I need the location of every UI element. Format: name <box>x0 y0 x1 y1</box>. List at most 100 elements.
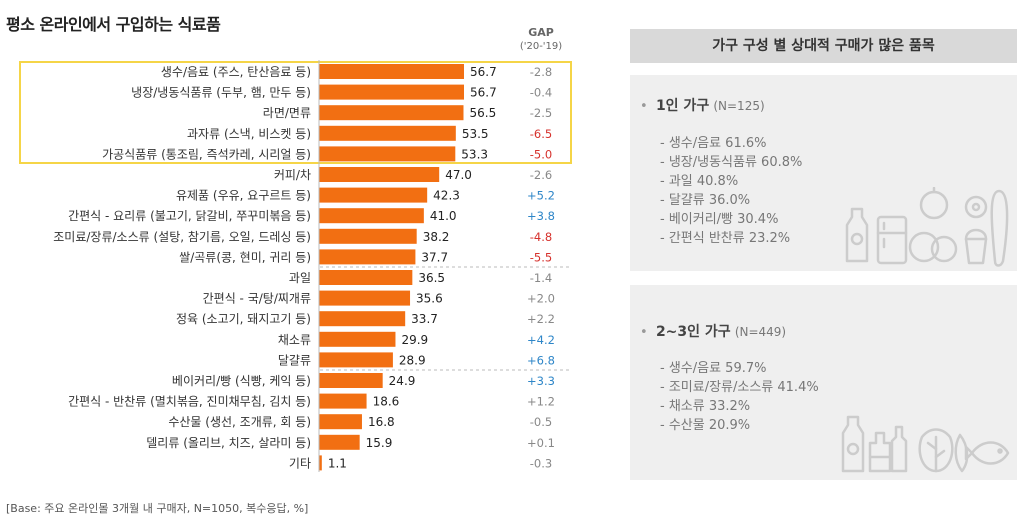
gap-label: -4.8 <box>530 230 552 244</box>
value-label: 47.0 <box>445 168 472 182</box>
footnote: [Base: 주요 온라인몰 3개월 내 구매자, N=1050, 복수응답, … <box>6 502 309 515</box>
value-label: 56.7 <box>470 65 497 79</box>
group-item: - 채소류 33.2% <box>660 399 751 414</box>
category-label: 유제품 (우유, 요구르트 등) <box>176 189 311 203</box>
gap-label: -0.5 <box>530 415 552 429</box>
value-label: 1.1 <box>328 456 347 470</box>
bar-chart: 생수/음료 (주스, 탄산음료 등) 56.7 -2.8 냉장/냉동식품류 (두부, … <box>19 60 572 472</box>
value-label: 33.7 <box>411 312 438 326</box>
bar <box>319 434 360 450</box>
group-item: - 생수/음료 61.6% <box>660 136 767 151</box>
single-household-panel: • 1인 가구 (N=125) - 생수/음료 61.6% - 냉장/냉동식품류… <box>630 75 1017 271</box>
bar <box>319 84 464 100</box>
gap-label: +4.2 <box>527 333 555 347</box>
gap-label: GAP <box>528 26 554 39</box>
group-item: - 냉장/냉동식품류 60.8% <box>660 155 803 170</box>
category-label: 과자류 (스낵, 비스켓 등) <box>187 127 311 141</box>
bar <box>319 414 362 430</box>
value-label: 36.5 <box>418 271 445 285</box>
gap-label: -2.6 <box>530 168 552 182</box>
group-item: - 간편식 반찬류 23.2% <box>660 231 791 246</box>
bar <box>319 331 396 347</box>
value-label: 53.3 <box>461 147 488 161</box>
category-label: 과일 <box>289 271 311 285</box>
gap-header: GAP ('20-'19) <box>516 26 566 52</box>
category-label: 쌀/곡류(콩, 현미, 귀리 등) <box>179 250 311 264</box>
value-label: 18.6 <box>373 395 400 409</box>
category-label: 냉장/냉동식품류 (두부, 햄, 만두 등) <box>131 86 311 100</box>
value-label: 29.9 <box>401 333 428 347</box>
gap-label: -6.5 <box>530 127 552 141</box>
category-label: 간편식 - 국/탕/찌개류 <box>203 292 311 306</box>
gap-label: -0.3 <box>530 456 552 470</box>
group-name: 1인 가구 <box>655 98 710 114</box>
gap-label: +1.2 <box>527 395 555 409</box>
category-label: 커피/차 <box>274 168 311 182</box>
bar <box>319 249 416 265</box>
gap-label: +6.8 <box>527 353 555 367</box>
bar <box>319 64 464 79</box>
bar <box>319 208 424 224</box>
gap-label: +2.0 <box>527 292 555 306</box>
gap-label: -1.4 <box>530 271 552 285</box>
category-label: 간편식 - 요리류 (불고기, 닭갈비, 쭈꾸미볶음 등) <box>68 209 311 223</box>
category-label: 조미료/장류/소스류 (설탕, 참기름, 오일, 드레싱 등) <box>53 230 311 244</box>
value-label: 56.5 <box>469 106 496 120</box>
value-label: 16.8 <box>368 415 395 429</box>
bar <box>319 167 440 182</box>
bar <box>319 105 464 121</box>
groceries-illustration-icon <box>841 415 1010 473</box>
category-label: 수산물 (생선, 조개류, 회 등) <box>168 415 311 429</box>
value-label: 24.9 <box>389 374 416 388</box>
group-item-list: - 생수/음료 59.7% - 조미료/장류/소스류 41.4% - 채소류 3… <box>660 359 819 435</box>
value-label: 37.7 <box>421 250 448 264</box>
bar <box>319 125 456 141</box>
gap-label: +5.2 <box>527 189 555 203</box>
gap-label: +0.1 <box>527 436 555 450</box>
group-item: - 베이커리/빵 30.4% <box>660 212 779 227</box>
chart-title: 평소 온라인에서 구입하는 식료품 <box>6 15 221 34</box>
bar <box>319 373 383 388</box>
value-label: 28.9 <box>399 353 426 367</box>
category-label: 베이커리/빵 (식빵, 케익 등) <box>172 374 311 388</box>
category-label: 라면/면류 <box>263 106 311 120</box>
panel-title: 가구 구성 별 상대적 구매가 많은 품목 <box>630 29 1017 63</box>
gap-label: -2.5 <box>530 106 552 120</box>
group-item: - 조미료/장류/소스류 41.4% <box>660 380 819 395</box>
gap-label: -5.0 <box>530 147 552 161</box>
bar <box>319 455 322 471</box>
category-label: 달걀류 <box>278 353 311 367</box>
gap-label: +3.3 <box>527 374 555 388</box>
group-item-list: - 생수/음료 61.6% - 냉장/냉동식품류 60.8% - 과일 40.8… <box>660 134 802 248</box>
category-label: 델리류 (올리브, 치즈, 살라미 등) <box>146 436 311 450</box>
value-label: 42.3 <box>433 189 460 203</box>
gap-label: -2.8 <box>530 65 552 79</box>
category-label: 정육 (소고기, 돼지고기 등) <box>176 312 311 326</box>
category-label: 생수/음료 (주스, 탄산음료 등) <box>161 65 311 79</box>
bar <box>319 311 406 327</box>
groceries-illustration-icon <box>845 187 1009 267</box>
category-label: 채소류 <box>278 333 311 347</box>
bar <box>319 228 417 244</box>
value-label: 15.9 <box>366 436 393 450</box>
gap-label: +2.2 <box>527 312 555 326</box>
group-heading: • 1인 가구 (N=125) <box>640 98 765 114</box>
group-sample-size: (N=125) <box>713 99 765 113</box>
group-item: - 달걀류 36.0% <box>660 193 751 208</box>
gap-label: +3.8 <box>527 209 555 223</box>
bar <box>319 290 411 306</box>
category-label: 기타 <box>289 456 311 470</box>
bar <box>319 393 367 409</box>
group-item: - 과일 40.8% <box>660 174 739 189</box>
group-item: - 생수/음료 59.7% <box>660 361 767 376</box>
bar <box>319 352 393 368</box>
gap-label: -0.4 <box>530 86 552 100</box>
value-label: 38.2 <box>423 230 450 244</box>
gap-years: ('20-'19) <box>519 41 563 52</box>
value-label: 41.0 <box>430 209 457 223</box>
value-label: 56.7 <box>470 86 497 100</box>
value-label: 35.6 <box>416 292 443 306</box>
group-name: 2~3인 가구 <box>655 324 731 340</box>
bar <box>319 187 428 203</box>
two-three-household-panel: • 2~3인 가구 (N=449) - 생수/음료 59.7% - 조미료/장류… <box>630 285 1017 480</box>
